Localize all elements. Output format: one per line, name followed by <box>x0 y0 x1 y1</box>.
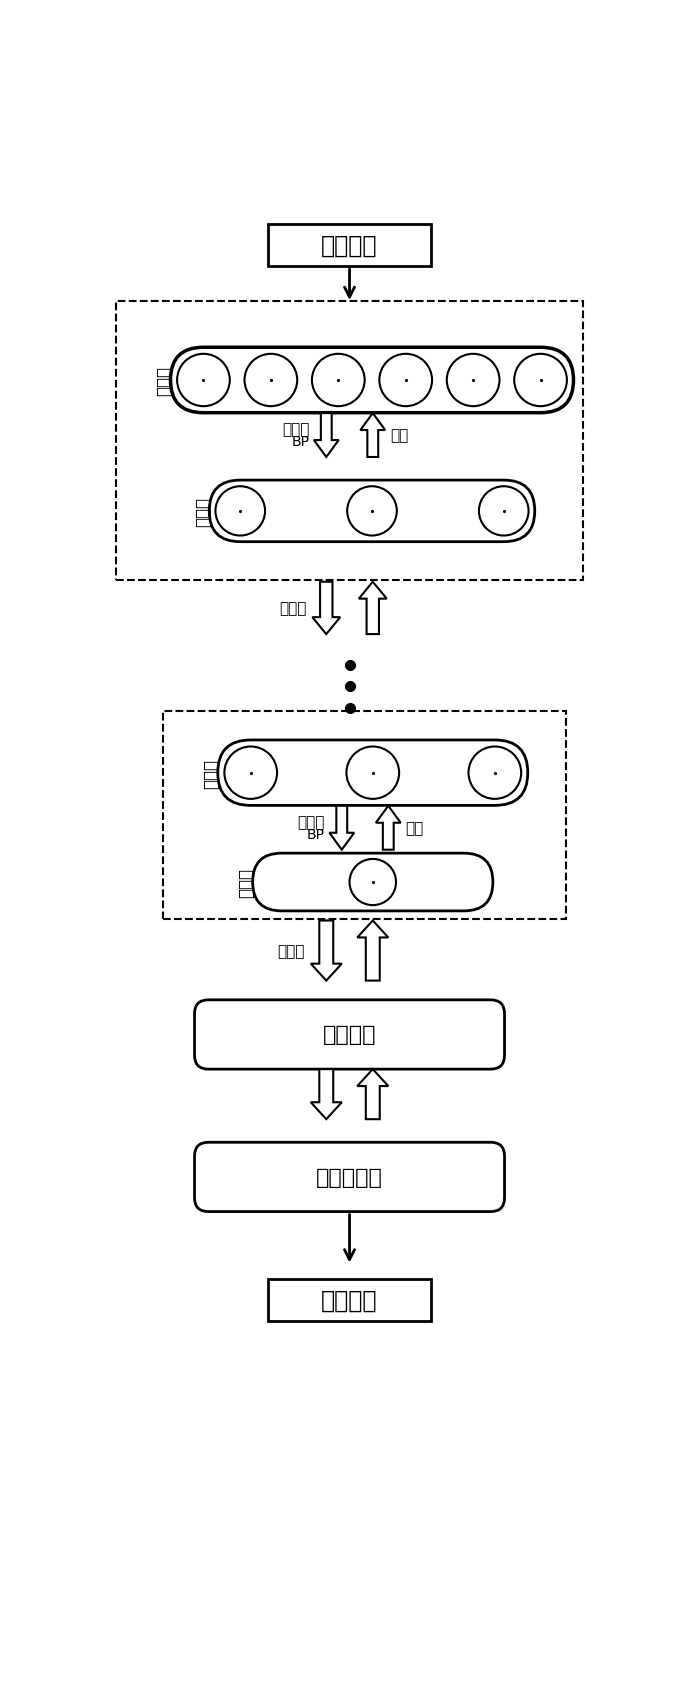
FancyBboxPatch shape <box>209 481 535 542</box>
Text: 池化层: 池化层 <box>194 496 212 526</box>
Text: 前向: 前向 <box>405 820 424 835</box>
FancyBboxPatch shape <box>194 1143 505 1212</box>
Polygon shape <box>357 920 388 981</box>
Text: 输出结果: 输出结果 <box>321 1289 378 1313</box>
Polygon shape <box>311 920 342 981</box>
FancyBboxPatch shape <box>194 1000 505 1070</box>
Text: 卷积层: 卷积层 <box>203 759 220 788</box>
Text: 输入信号: 输入信号 <box>321 234 378 258</box>
Polygon shape <box>360 414 385 458</box>
Bar <box>268 224 431 267</box>
Polygon shape <box>314 414 339 458</box>
Text: 梯度号: 梯度号 <box>297 815 325 830</box>
Polygon shape <box>329 807 354 851</box>
Text: 梯度号: 梯度号 <box>282 423 309 436</box>
Text: BP: BP <box>307 827 325 842</box>
Text: 全连接层: 全连接层 <box>323 1026 376 1044</box>
Text: 卷积层: 卷积层 <box>155 365 173 396</box>
FancyBboxPatch shape <box>252 854 493 912</box>
Polygon shape <box>357 1070 388 1119</box>
Text: BP: BP <box>291 435 309 448</box>
Polygon shape <box>376 807 401 851</box>
Text: 前向: 前向 <box>390 428 408 443</box>
Text: 梯度号: 梯度号 <box>280 601 307 616</box>
FancyBboxPatch shape <box>170 348 574 413</box>
Bar <box>116 302 583 581</box>
Text: 梯度号: 梯度号 <box>277 944 305 958</box>
Bar <box>163 711 566 919</box>
FancyBboxPatch shape <box>218 740 528 807</box>
Bar <box>268 1279 431 1321</box>
Polygon shape <box>312 582 340 635</box>
Polygon shape <box>311 1070 342 1119</box>
Polygon shape <box>359 582 387 635</box>
Text: 池化层: 池化层 <box>237 868 256 898</box>
Text: 损失函数层: 损失函数层 <box>316 1167 383 1187</box>
